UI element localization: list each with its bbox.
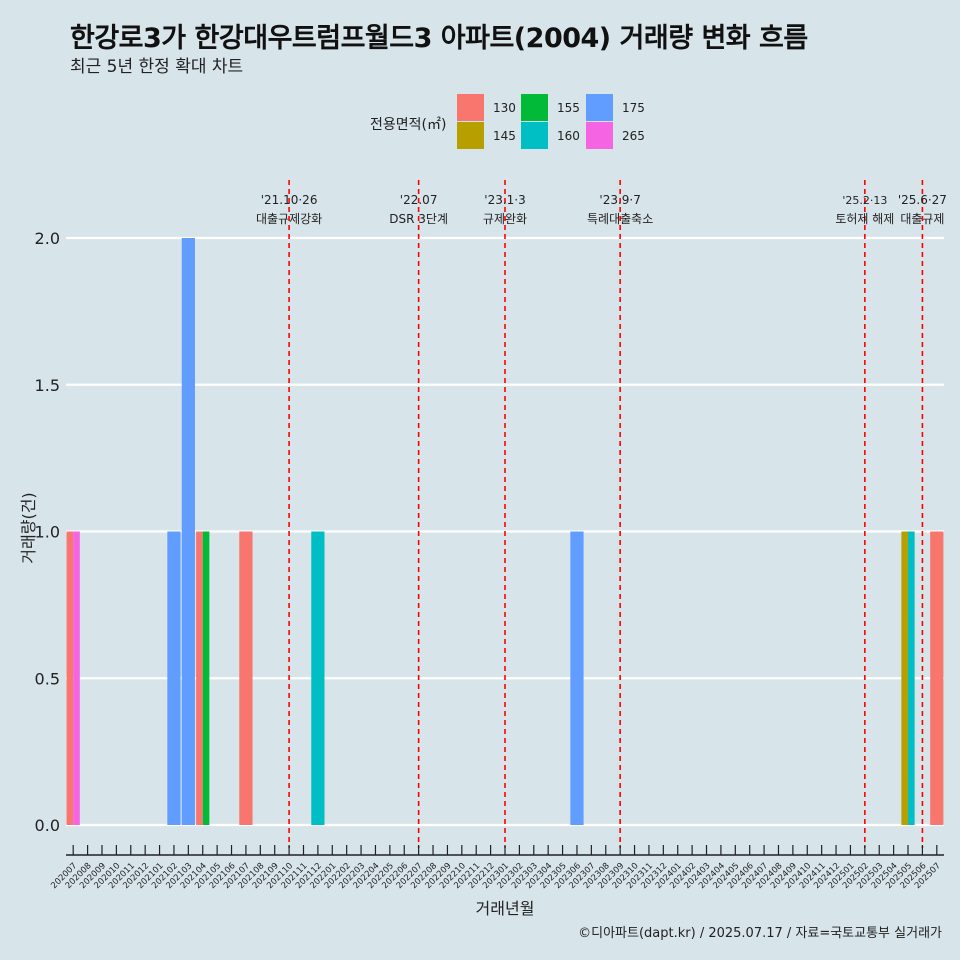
event-name-label: DSR 3단계 — [389, 212, 448, 226]
bar — [908, 531, 915, 825]
legend-swatch — [457, 94, 484, 121]
legend-item-175: 175 — [586, 94, 645, 121]
chart-subtitle: 최근 5년 한정 확대 차트 — [70, 57, 244, 77]
event-name-label: 대출규제 — [900, 212, 944, 226]
legend-item-130: 130 — [457, 94, 516, 121]
legend-label: 175 — [622, 100, 645, 115]
y-tick-label: 2.0 — [35, 229, 60, 248]
event-date-label: '23.9·7 — [599, 193, 640, 207]
legend-swatch — [521, 122, 548, 149]
legend-item-155: 155 — [521, 94, 580, 121]
bar — [570, 531, 584, 825]
legend-swatch — [586, 94, 613, 121]
chart-title: 한강로3가 한강대우트럼프월드3 아파트(2004) 거래량 변화 흐름 — [70, 23, 808, 54]
event-date-label: '22.07 — [400, 193, 438, 207]
legend-item-160: 160 — [521, 122, 580, 149]
legend-label: 160 — [557, 128, 580, 143]
y-tick-label: 0.0 — [35, 816, 60, 835]
legend-title: 전용면적(㎡) — [370, 117, 447, 133]
bar — [239, 531, 253, 825]
event-date-label: '25.6·27 — [898, 193, 947, 207]
legend-label: 130 — [493, 100, 516, 115]
bar — [181, 238, 195, 825]
bar — [901, 531, 909, 825]
legend-swatch — [521, 94, 548, 121]
event-name-label: 특례대출축소 — [587, 212, 653, 226]
bar — [196, 531, 203, 825]
y-axis-title: 거래량(건) — [19, 492, 38, 563]
event-name-label: 대출규제강화 — [256, 212, 322, 226]
y-tick-label: 0.5 — [35, 669, 60, 688]
event-name-label: 규제완화 — [483, 212, 527, 226]
legend-label: 155 — [557, 100, 580, 115]
bar — [66, 531, 74, 825]
legend-item-265: 265 — [586, 122, 645, 149]
source-caption: ©디아파트(dapt.kr) / 2025.07.17 / 자료=국토교통부 실… — [578, 926, 942, 941]
bar — [202, 531, 210, 825]
legend-label: 145 — [493, 128, 516, 143]
event-date-label: '23.1·3 — [484, 193, 525, 207]
legend-label: 265 — [622, 128, 645, 143]
event-name-label: 토허제 해제 — [835, 212, 894, 226]
event-date-label: '25.2·13 — [842, 194, 887, 207]
bar — [930, 531, 944, 825]
bar — [73, 531, 80, 825]
event-date-label: '21.10·26 — [261, 193, 318, 207]
legend-item-145: 145 — [457, 122, 516, 149]
bar — [167, 531, 181, 825]
y-tick-label: 1.5 — [35, 376, 60, 395]
x-axis-title: 거래년월 — [476, 899, 535, 918]
legend-swatch — [457, 122, 484, 149]
legend-swatch — [586, 122, 613, 149]
bar — [311, 531, 325, 825]
y-tick-label: 1.0 — [35, 523, 60, 542]
